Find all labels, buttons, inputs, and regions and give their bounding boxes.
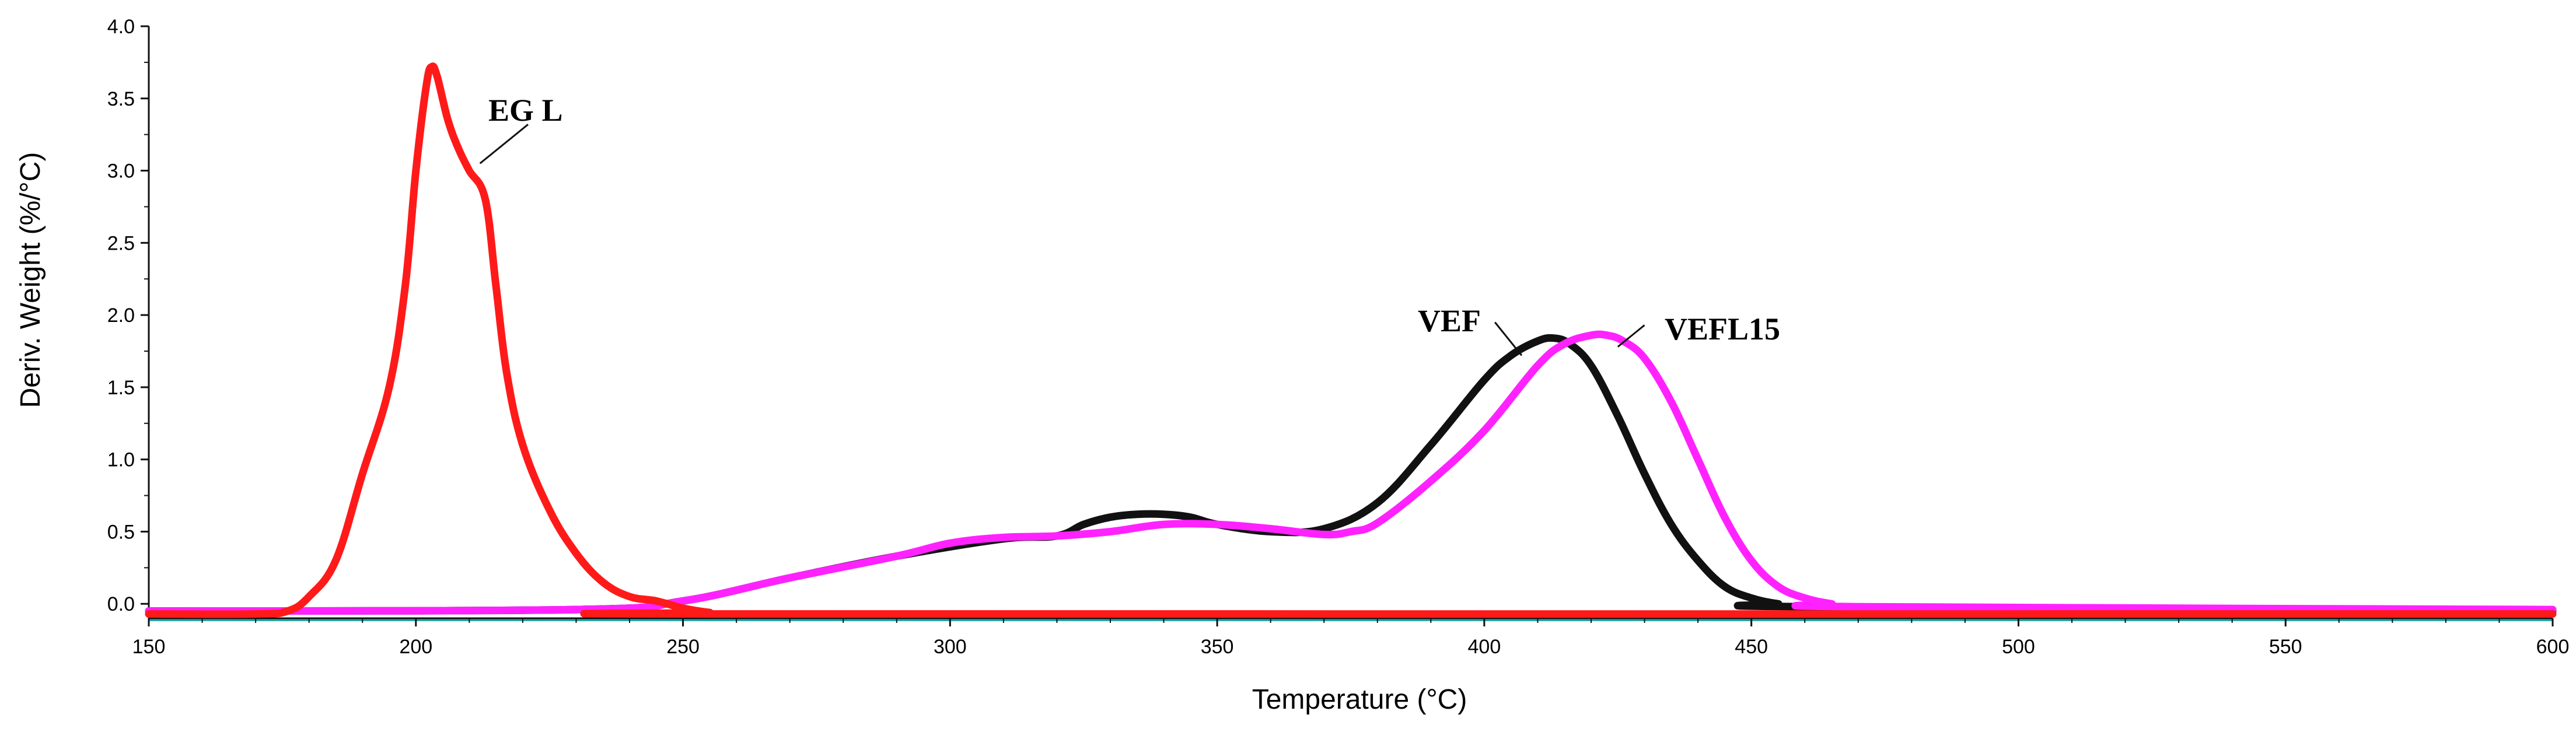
y-tick-label: 2.0 xyxy=(107,304,135,327)
series-line-vefl15 xyxy=(145,330,2557,615)
y-tick-label: 1.0 xyxy=(107,449,135,471)
y-tick-label: 0.5 xyxy=(107,521,135,543)
x-axis-title: Temperature (°C) xyxy=(1252,684,1467,715)
y-axis-title: Deriv. Weight (%/°C) xyxy=(15,152,46,408)
x-tick-label: 300 xyxy=(934,636,967,658)
series-label-egl: EG L xyxy=(488,93,563,128)
ticks: 150 200 250 300 350 400 450 500 550 600 0.0 0.5 1.0 1… xyxy=(107,16,2570,658)
x-tick-label: 600 xyxy=(2536,636,2570,658)
y-tick-label: 0.0 xyxy=(107,593,135,615)
x-tick-label: 250 xyxy=(666,636,700,658)
y-tick-label: 3.0 xyxy=(107,160,135,183)
x-tick-label: 400 xyxy=(1468,636,1501,658)
x-tick-label: 150 xyxy=(132,636,166,658)
axes xyxy=(148,26,2553,619)
series-line-egl xyxy=(145,62,2557,618)
leader-line-vefl15 xyxy=(1617,324,1645,348)
x-tick-label: 450 xyxy=(1735,636,1768,658)
curves xyxy=(145,62,2557,618)
leader-line-egl xyxy=(479,124,529,164)
series-label-vef: VEF xyxy=(1418,303,1481,338)
x-tick-label: 550 xyxy=(2269,636,2302,658)
y-tick-label: 1.5 xyxy=(107,377,135,399)
y-tick-label: 2.5 xyxy=(107,232,135,254)
x-tick-label: 350 xyxy=(1201,636,1234,658)
leader-line-vef xyxy=(1494,321,1523,356)
leaders xyxy=(479,124,1645,356)
x-tick-label: 500 xyxy=(2002,636,2035,658)
y-tick-label: 4.0 xyxy=(107,16,135,38)
series-label-vefl15: VEFL15 xyxy=(1665,311,1780,346)
x-tick-label: 200 xyxy=(399,636,432,658)
y-tick-label: 3.5 xyxy=(107,88,135,110)
